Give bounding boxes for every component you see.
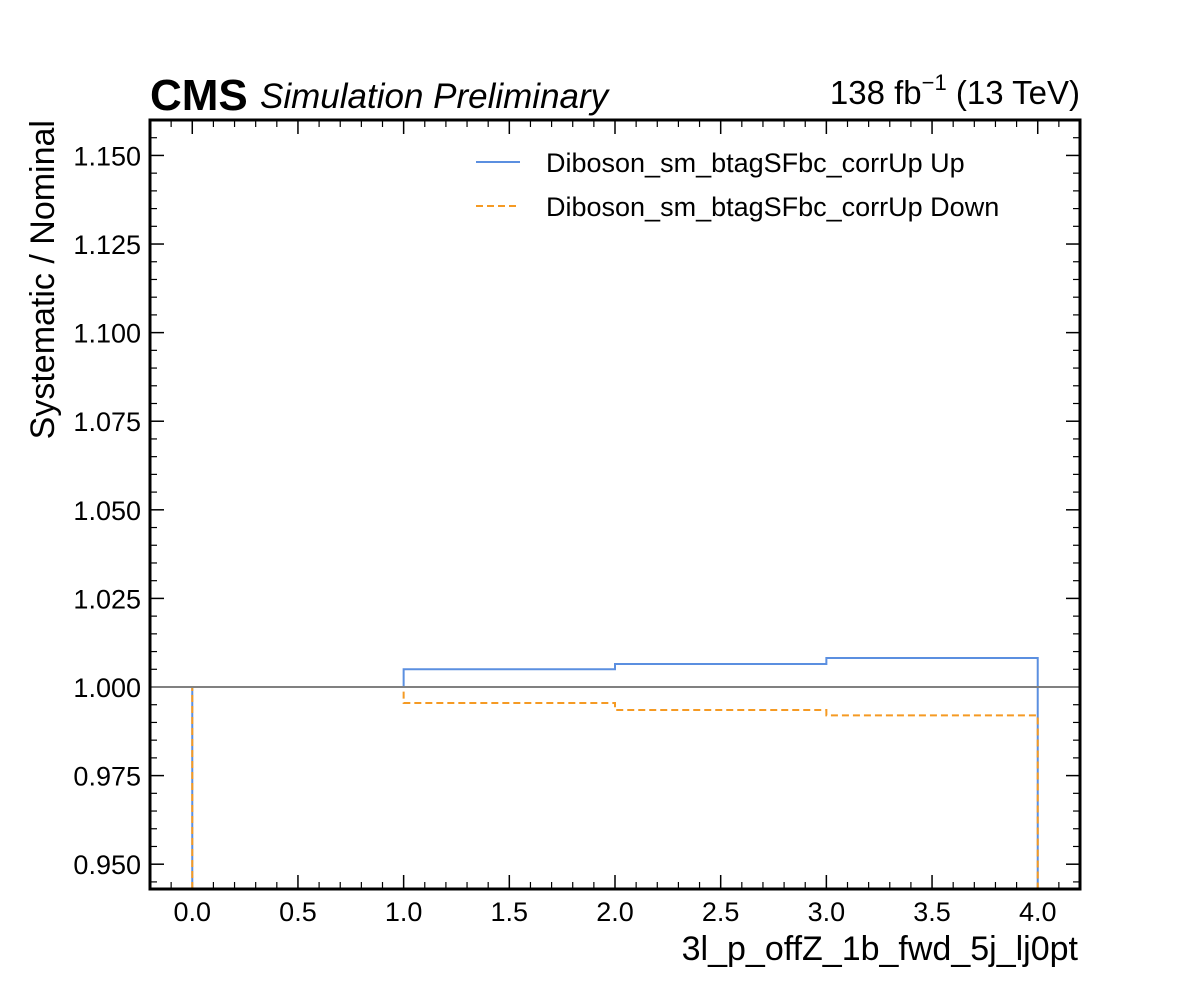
- legend-label-down: Diboson_sm_btagSFbc_corrUp Down: [546, 192, 999, 222]
- experiment-label: CMS: [150, 71, 248, 120]
- luminosity-prefix: 138 fb: [830, 74, 922, 111]
- y-tick-label: 1.075: [73, 407, 141, 437]
- series-line-down: [191, 686, 1039, 889]
- y-tick-label: 1.100: [73, 319, 141, 349]
- energy-label: (13 TeV): [956, 74, 1080, 111]
- series-layer: [191, 656, 1039, 889]
- x-tick-label: 4.0: [1019, 897, 1057, 927]
- luminosity-exponent: −1: [922, 70, 947, 95]
- y-tick-label: 1.050: [73, 496, 141, 526]
- y-tick-label: 0.975: [73, 762, 141, 792]
- x-tick-label: 0.0: [173, 897, 211, 927]
- y-tick-label: 1.000: [73, 673, 141, 703]
- x-tick-label: 0.5: [279, 897, 317, 927]
- luminosity-label: 138 fb−1 (13 TeV): [830, 70, 1080, 111]
- x-axis-label: 3l_p_offZ_1b_fwd_5j_lj0pt: [682, 930, 1079, 968]
- axis-ticks: [149, 120, 1081, 889]
- y-tick-label: 1.150: [73, 141, 141, 171]
- y-tick-label: 0.950: [73, 850, 141, 880]
- x-tick-label: 2.5: [702, 897, 740, 927]
- y-axis-label: Systematic / Nominal: [24, 120, 62, 439]
- legend-label-up: Diboson_sm_btagSFbc_corrUp Up: [546, 148, 965, 178]
- plot-frame: [148, 118, 1082, 891]
- x-tick-label: 3.5: [913, 897, 951, 927]
- tick-labels: 0.0 0.5 1.0 1.5 2.0 2.5 3.0 3.5 4.0 0.950 0.975 1.0…: [73, 141, 1056, 927]
- x-tick-label: 1.0: [385, 897, 423, 927]
- series-line-up: [191, 656, 1039, 889]
- x-tick-label: 2.0: [596, 897, 634, 927]
- x-tick-label: 1.5: [491, 897, 529, 927]
- y-tick-label: 1.125: [73, 230, 141, 260]
- y-tick-label: 1.025: [73, 584, 141, 614]
- legend: Diboson_sm_btagSFbc_corrUp Up Diboson_sm_…: [476, 148, 999, 222]
- luminosity-space: [947, 74, 956, 111]
- x-tick-label: 3.0: [808, 897, 846, 927]
- subtitle-label: Simulation Preliminary: [260, 77, 611, 116]
